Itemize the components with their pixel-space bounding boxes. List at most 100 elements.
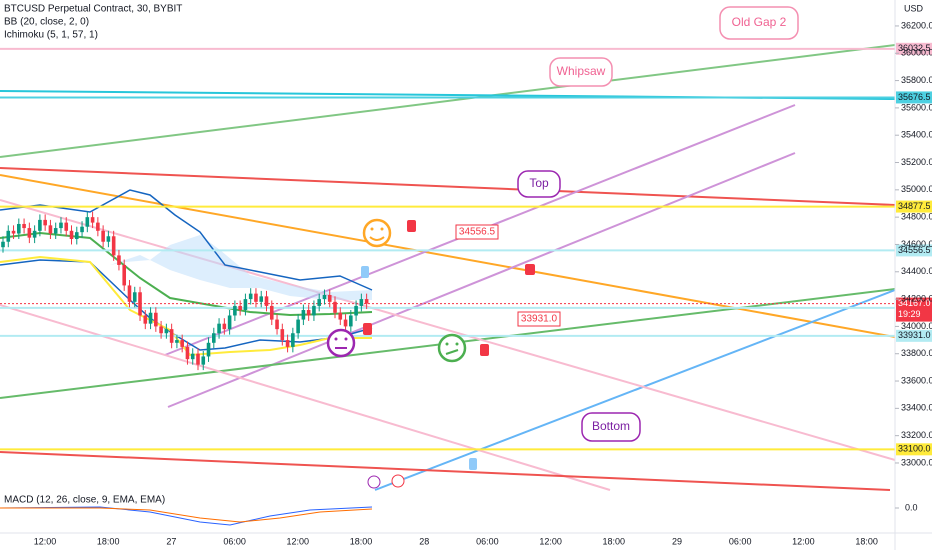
candle-body xyxy=(180,340,184,347)
x-tick-label: 12:00 xyxy=(792,536,815,546)
candle-body xyxy=(280,329,285,341)
candle-body xyxy=(96,222,100,231)
trend-lines xyxy=(0,44,896,491)
candle-body xyxy=(354,305,358,316)
candle-body xyxy=(48,225,53,234)
level-tag xyxy=(896,244,932,257)
candle-body xyxy=(275,319,279,330)
level-label: 33931.0 xyxy=(898,330,931,340)
y-tick-label: 34400.0 xyxy=(901,266,932,276)
chart-title: BTCUSD Perpetual Contract, 30, BYBIT xyxy=(4,4,182,15)
y-tick-label: 34200.0 xyxy=(901,293,932,303)
candle-body xyxy=(80,226,84,233)
annotation: 34556.5 xyxy=(459,227,496,238)
annotation: 33931.0 xyxy=(521,314,558,325)
candle-body xyxy=(364,299,369,304)
candle-body xyxy=(327,294,332,302)
y-tick-label: 0.0 xyxy=(905,502,918,512)
candle-body xyxy=(148,312,153,324)
candle-body xyxy=(217,323,221,334)
candle-body xyxy=(143,315,148,324)
y-tick-label: 33200.0 xyxy=(901,430,932,440)
level-tag xyxy=(896,297,932,322)
candle-body xyxy=(312,305,316,316)
candle-body xyxy=(343,319,348,327)
candle-body xyxy=(6,230,11,242)
y-tick-label: 35800.0 xyxy=(901,75,932,85)
candle-body xyxy=(285,340,290,347)
candle-body xyxy=(90,217,95,223)
candle-body xyxy=(101,230,105,242)
candle-body xyxy=(64,222,69,231)
candle-body xyxy=(117,255,121,265)
candle-body xyxy=(53,228,58,234)
candle-body xyxy=(238,305,242,311)
y-tick-label: 36200.0 xyxy=(901,20,932,30)
indicator-label: BB (20, close, 2, 0) xyxy=(4,17,89,28)
candle-body xyxy=(127,285,132,302)
candle-body xyxy=(154,312,158,327)
level-tag xyxy=(896,329,932,342)
y-tick-label: 33000.0 xyxy=(901,457,932,467)
y-tick-label: 35400.0 xyxy=(901,130,932,140)
level-label: 34877.5 xyxy=(898,201,931,211)
macd-label: MACD (12, 26, close, 9, EMA, EMA) xyxy=(4,495,165,506)
x-tick-label: 18:00 xyxy=(350,536,373,546)
level-label: 34556.5 xyxy=(898,245,931,255)
y-tick-label: 34600.0 xyxy=(901,239,932,249)
candle-body xyxy=(138,292,142,316)
level-tag xyxy=(896,443,932,456)
emoji-unsure xyxy=(437,333,467,363)
emoji-happy xyxy=(362,218,392,248)
annotation: Bottom xyxy=(592,419,630,433)
candle-body xyxy=(106,236,111,242)
level-label: 33100.0 xyxy=(898,444,931,454)
annotation: Whipsaw xyxy=(557,64,606,78)
candle-body xyxy=(206,342,211,357)
candle-body xyxy=(122,264,127,286)
candle-body xyxy=(264,296,269,306)
candle-body xyxy=(169,329,174,343)
hand-icons xyxy=(361,220,535,470)
level-tag xyxy=(896,91,932,104)
candle-body xyxy=(291,333,295,347)
level-tag xyxy=(896,200,932,213)
level-tag xyxy=(896,42,932,55)
currency: USD xyxy=(904,3,924,13)
x-tick-label: 18:00 xyxy=(603,536,626,546)
candle-body xyxy=(212,333,216,343)
x-tick-label: 06:00 xyxy=(729,536,752,546)
y-tick-label: 34000.0 xyxy=(901,321,932,331)
y-tick-label: 33600.0 xyxy=(901,375,932,385)
candle-body xyxy=(74,232,79,239)
candle-body xyxy=(185,346,190,360)
x-tick-label: 18:00 xyxy=(855,536,878,546)
annotation: Old Gap 2 xyxy=(732,15,787,29)
candle-body xyxy=(227,315,232,330)
candle-body xyxy=(259,296,264,302)
candle-body xyxy=(306,310,311,316)
candle-body xyxy=(32,230,37,238)
emoji-neutral xyxy=(326,328,356,358)
levels: 36032.535676.534877.534556.534135.533931… xyxy=(0,42,932,456)
candle-body xyxy=(349,315,353,327)
candle-body xyxy=(22,223,26,229)
candle-body xyxy=(27,228,32,238)
macd-pane xyxy=(0,506,373,526)
candle-body xyxy=(175,340,179,343)
candle-body xyxy=(1,241,5,248)
candle-body xyxy=(59,222,63,229)
bubbles: Old Gap 2 Whipsaw Top Bottom 34556.5 339… xyxy=(455,6,799,442)
candle-body xyxy=(43,219,47,226)
candle-body xyxy=(317,299,321,306)
x-tick-label: 06:00 xyxy=(476,536,499,546)
candle-body xyxy=(269,305,274,320)
candle-body xyxy=(159,326,163,334)
candle-body xyxy=(38,219,42,231)
y-tick-label: 35000.0 xyxy=(901,184,932,194)
candle-body xyxy=(164,329,169,334)
candle-body xyxy=(69,230,74,239)
x-tick-label: 18:00 xyxy=(97,536,120,546)
y-tick-label: 33400.0 xyxy=(901,403,932,413)
